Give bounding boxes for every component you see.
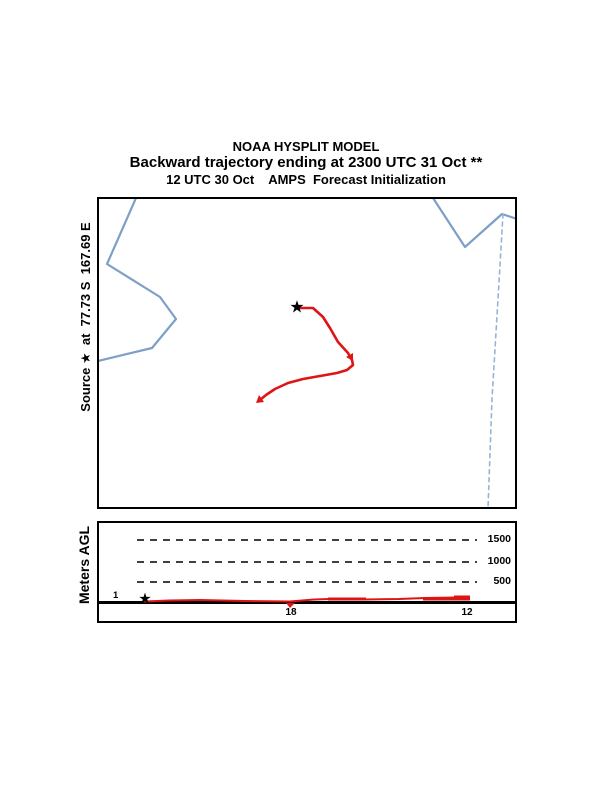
height-profile-panel: ★ 1500 1000 500 1 18 12 [97,521,517,623]
trajectory-map-panel: ★ [97,197,517,509]
coastline-west [99,199,178,362]
model-title: NOAA HYSPLIT MODEL [232,139,380,154]
title-block: NOAA HYSPLIT MODEL Backward trajectory e… [0,139,612,188]
trajectory-end-arrowhead [256,395,264,403]
profile-source-star: ★ [138,591,151,608]
meridian-dashed-line [487,213,504,507]
coastline-northeast [432,199,515,249]
trajectory-6h-marker [346,353,353,361]
height-profile-6h-marker [286,603,295,608]
source-location-axis-label: Source ★ at 77.73 S 167.69 E [78,222,93,412]
trajectory-map-canvas: ★ [99,199,515,507]
gridline-label-1000: 1000 [487,555,511,567]
meters-agl-axis-label: Meters AGL [76,525,92,605]
trajectory-title: Backward trajectory ending at 2300 UTC 3… [129,154,483,171]
height-profile-end-blob [454,595,470,601]
zero-baseline [99,601,515,604]
height-profile-thick-segment-1 [328,597,366,601]
gridline-label-1500: 1500 [487,533,511,545]
gridline-label-500: 500 [493,575,511,587]
time-tick-12: 12 [461,607,473,618]
height-profile-thick-segment-2 [423,597,463,601]
height-profile-line [144,596,469,603]
start-height-label: 1 [113,590,119,601]
height-profile-canvas: ★ [99,539,515,608]
initialization-subtitle: 12 UTC 30 Oct AMPS Forecast Initializati… [166,172,446,187]
source-star-marker: ★ [289,298,304,317]
trajectory-path [258,306,355,402]
time-tick-18: 18 [285,607,297,618]
